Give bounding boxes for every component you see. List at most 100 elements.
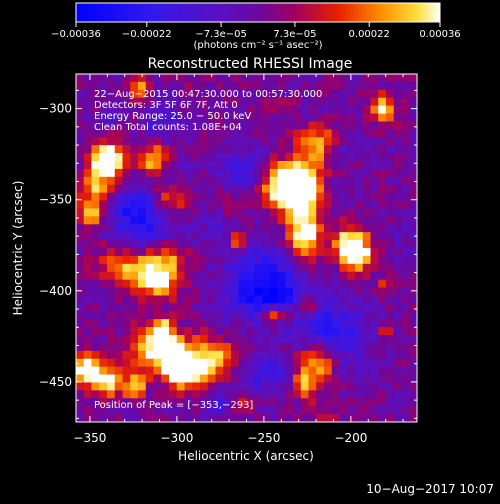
heatmap-cell	[254, 271, 263, 281]
heatmap-cell	[184, 129, 193, 138]
heatmap-cell	[262, 287, 271, 297]
heatmap-cell	[91, 240, 100, 249]
heatmap-cell	[76, 89, 85, 99]
heatmap-cell	[362, 216, 372, 225]
heatmap-cell	[347, 295, 356, 304]
heatmap-cell	[130, 184, 139, 194]
heatmap-cell	[269, 176, 279, 186]
heatmap-cell	[347, 176, 356, 186]
heatmap-cell	[246, 366, 255, 376]
heatmap-cell	[254, 255, 263, 265]
heatmap-cell	[169, 161, 178, 170]
heatmap-cell	[91, 224, 100, 233]
heatmap-cell	[347, 303, 356, 312]
heatmap-cell	[83, 327, 93, 336]
heatmap-cell	[246, 81, 255, 91]
heatmap-cell	[246, 224, 255, 233]
heatmap-cell	[370, 121, 379, 130]
heatmap-cell	[331, 382, 341, 391]
heatmap-cell	[192, 208, 201, 217]
heatmap-cell	[370, 406, 379, 415]
heatmap-cell	[153, 350, 162, 360]
heatmap-cell	[254, 168, 263, 178]
heatmap-cell	[238, 168, 248, 178]
heatmap-cell	[285, 406, 294, 415]
heatmap-cell	[107, 350, 116, 360]
heatmap-cell	[76, 287, 85, 297]
heatmap-cell	[153, 327, 162, 336]
heatmap-cell	[99, 224, 108, 233]
heatmap-cell	[355, 168, 364, 178]
colorbar-tick-label: −0.00022	[122, 29, 172, 40]
heatmap-cell	[184, 303, 193, 312]
heatmap-cell	[324, 358, 333, 368]
heatmap-cell	[347, 81, 356, 91]
heatmap-cell	[331, 406, 341, 415]
heatmap-cell	[231, 319, 240, 328]
heatmap-cell	[362, 287, 372, 297]
heatmap-cell	[293, 81, 302, 91]
heatmap-cell	[99, 319, 108, 328]
heatmap-cell	[176, 192, 186, 202]
heatmap-cell	[161, 406, 170, 415]
heatmap-cell	[277, 390, 286, 399]
heatmap-cell	[176, 161, 186, 170]
heatmap-cell	[223, 342, 232, 352]
heatmap-cell	[285, 248, 294, 257]
heatmap-cell	[393, 89, 403, 99]
heatmap-cell	[231, 121, 240, 130]
heatmap-cell	[184, 105, 193, 115]
x-tick-label: −300	[160, 431, 193, 445]
heatmap-cell	[293, 279, 302, 289]
heatmap-cell	[386, 398, 395, 407]
heatmap-cell	[401, 137, 410, 146]
heatmap-cell	[215, 414, 224, 422]
heatmap-cell	[184, 279, 193, 289]
heatmap-cell	[370, 232, 379, 241]
heatmap-cell	[161, 192, 170, 202]
heatmap-cell	[331, 89, 341, 99]
heatmap-cell	[393, 287, 403, 297]
heatmap-cell	[223, 366, 232, 376]
heatmap-cell	[339, 374, 348, 384]
heatmap-cell	[145, 311, 155, 320]
heatmap-cell	[269, 342, 279, 352]
heatmap-cell	[192, 224, 201, 233]
heatmap-cell	[386, 271, 395, 281]
heatmap-cell	[83, 105, 93, 115]
heatmap-cell	[386, 89, 395, 99]
colorbar-tick-label: 7.3e−05	[273, 29, 316, 40]
heatmap-cell	[308, 184, 317, 194]
heatmap-cell	[347, 105, 356, 115]
heatmap-cell	[176, 255, 186, 265]
heatmap-cell	[192, 374, 201, 384]
heatmap-cell	[409, 406, 417, 415]
heatmap-cell	[145, 350, 155, 360]
heatmap-cell	[262, 263, 271, 273]
heatmap-cell	[316, 271, 325, 281]
heatmap-cell	[355, 200, 364, 210]
heatmap-cell	[107, 192, 116, 202]
heatmap-cell	[223, 168, 232, 178]
heatmap-cell	[331, 390, 341, 399]
heatmap-cell	[277, 240, 286, 249]
heatmap-cell	[254, 279, 263, 289]
heatmap-cell	[192, 303, 201, 312]
heatmap-cell	[300, 145, 310, 154]
heatmap-cell	[83, 74, 93, 83]
heatmap-cell	[83, 390, 93, 399]
heatmap-cell	[200, 240, 209, 249]
heatmap-cell	[254, 184, 263, 194]
heatmap-cell	[215, 248, 224, 257]
heatmap-cell	[347, 74, 356, 83]
heatmap-cell	[401, 176, 410, 186]
heatmap-cell	[285, 414, 294, 422]
heatmap-cell	[347, 350, 356, 360]
heatmap-cell	[409, 390, 417, 399]
heatmap-cell	[370, 145, 379, 154]
heatmap-cell	[145, 105, 155, 115]
heatmap-cell	[331, 97, 341, 107]
heatmap-cell	[378, 263, 387, 273]
heatmap-cell	[107, 295, 116, 304]
heatmap-cell	[269, 295, 279, 304]
